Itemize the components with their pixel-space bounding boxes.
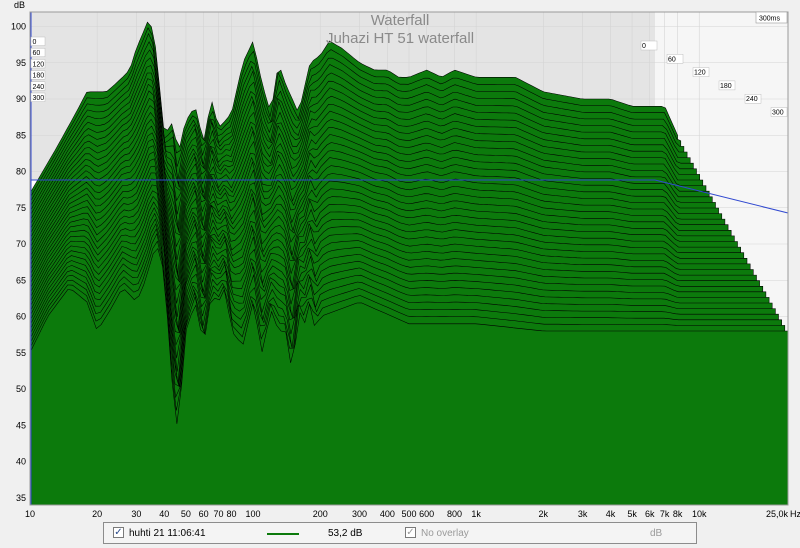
z-tick-box-left-300: [30, 92, 46, 102]
overlay-label: No overlay: [421, 528, 469, 539]
x-tick-4k: 4k: [606, 509, 616, 519]
z-tick-left-0: 0: [33, 39, 37, 46]
x-tick-60: 60: [199, 509, 209, 519]
z-tick-box-right-180: [718, 80, 736, 91]
y-tick-70: 70: [16, 239, 26, 249]
x-tick-8k: 8k: [673, 509, 683, 519]
y-tick-50: 50: [16, 384, 26, 394]
waterfall-slice-35: [29, 247, 789, 506]
z-tick-box-left-180: [30, 70, 46, 80]
y-tick-45: 45: [16, 420, 26, 430]
z-tick-right-180: 180: [720, 83, 732, 90]
x-tick-1k: 1k: [471, 509, 481, 519]
z-tick-box-right-120: [692, 67, 710, 77]
z-tick-box-left-60: [30, 48, 46, 58]
waterfall-slices: [29, 21, 789, 506]
chart-title: Waterfall: [371, 12, 430, 29]
z-tick-right-240: 240: [746, 96, 758, 103]
x-tick-600: 600: [419, 509, 434, 519]
z-tick-box-left-240: [30, 81, 46, 91]
x-axis-unit: Hz: [790, 509, 800, 519]
y-tick-40: 40: [16, 457, 26, 467]
z-tick-box-right-240: [744, 93, 762, 104]
x-tick-40: 40: [159, 509, 169, 519]
y-tick-95: 95: [16, 58, 26, 68]
y-tick-80: 80: [16, 167, 26, 177]
z-tick-left-300: 300: [33, 95, 45, 102]
x-tick-800: 800: [447, 509, 462, 519]
x-tick-2k: 2k: [539, 509, 549, 519]
x-tick-5k: 5k: [627, 509, 637, 519]
chart-subtitle: Juhazi HT 51 waterfall: [326, 30, 474, 47]
x-tick-25,0k: 25,0k: [766, 509, 789, 519]
z-tick-left-120: 120: [33, 61, 45, 68]
measurement-checkbox[interactable]: ✓: [113, 527, 124, 538]
z-tick-box-right-300: [770, 107, 788, 117]
time-range-label: 300ms: [759, 16, 781, 23]
side-edge-line: [654, 179, 789, 214]
x-tick-20: 20: [92, 509, 102, 519]
legend-bar: ✓ huhti 21 11:06:41 53,2 dB ✓ No overlay…: [103, 522, 697, 544]
x-tick-200: 200: [313, 509, 328, 519]
x-tick-300: 300: [352, 509, 367, 519]
z-tick-right-60: 60: [668, 56, 676, 63]
y-tick-90: 90: [16, 94, 26, 104]
x-tick-50: 50: [181, 509, 191, 519]
y-tick-85: 85: [16, 130, 26, 140]
x-tick-10k: 10k: [692, 509, 707, 519]
measurement-level: 53,2 dB: [328, 528, 363, 539]
x-tick-80: 80: [226, 509, 236, 519]
z-tick-box-left-120: [30, 59, 46, 69]
z-tick-right-120: 120: [694, 70, 706, 77]
z-tick-left-180: 180: [33, 73, 45, 80]
y-tick-35: 35: [16, 493, 26, 503]
overlay-unit: dB: [650, 528, 663, 539]
z-tick-left-60: 60: [33, 50, 41, 57]
x-tick-6k: 6k: [645, 509, 655, 519]
x-tick-500: 500: [401, 509, 416, 519]
y-axis-label: dB: [14, 0, 25, 10]
measurement-name: huhti 21 11:06:41: [129, 528, 206, 539]
plot-border: [29, 11, 789, 506]
time-range-box: [755, 11, 788, 24]
x-tick-400: 400: [380, 509, 395, 519]
x-tick-30: 30: [131, 509, 141, 519]
z-tick-right-0: 0: [642, 43, 646, 50]
x-tick-10: 10: [25, 509, 35, 519]
z-tick-right-300: 300: [772, 110, 784, 117]
y-tick-100: 100: [11, 22, 26, 32]
z-tick-box-right-0: [640, 40, 658, 51]
y-tick-75: 75: [16, 203, 26, 213]
y-tick-55: 55: [16, 348, 26, 358]
measurement-line-swatch: [267, 533, 299, 535]
z-tick-box-right-60: [666, 54, 684, 64]
overlay-checkbox[interactable]: ✓: [405, 527, 416, 538]
y-tick-65: 65: [16, 275, 26, 285]
z-tick-left-240: 240: [33, 84, 45, 91]
z-tick-box-left-0: [30, 36, 46, 46]
x-tick-100: 100: [246, 509, 261, 519]
y-tick-60: 60: [16, 312, 26, 322]
x-tick-70: 70: [214, 509, 224, 519]
axis-labels: 35 40 45 50 55 60 65 70 75 80 85 90 95 100 10 20 30 40 50 6…: [11, 22, 789, 520]
x-tick-3k: 3k: [578, 509, 588, 519]
x-tick-7k: 7k: [660, 509, 670, 519]
